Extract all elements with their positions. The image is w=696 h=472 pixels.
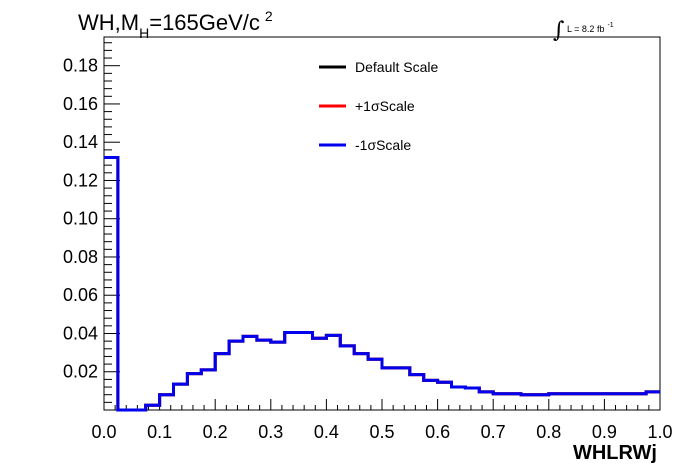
lumi-superscript: -1 [607,22,613,29]
x-tick-label: 1.0 [647,422,672,442]
legend-label-2: -1σScale [355,137,411,153]
series-layer [104,156,660,412]
x-tick-label: 0.3 [258,422,283,442]
legend: Default Scale +1σScale -1σScale [319,59,438,153]
y-tick-label: 0.12 [63,170,98,190]
series-line-2 [104,156,660,412]
y-tick-label: 0.18 [63,56,98,76]
title-prefix: WH,M [78,10,139,35]
chart-title: WH,MH=165GeV/c 2 [78,8,273,41]
y-tick-label: 0.08 [63,247,98,267]
y-tick-label: 0.02 [63,362,98,382]
x-tick-label: 0.5 [369,422,394,442]
title-suffix: =165GeV/c [149,10,260,35]
x-tick-label: 0.2 [203,422,228,442]
x-tick-label: 0.0 [91,422,116,442]
y-tick-label: 0.10 [63,209,98,229]
series-line-0 [104,156,660,412]
y-axis-tick-labels: 0.02 0.04 0.06 0.08 0.10 0.12 0.14 0.16 0.18 [63,56,98,382]
x-tick-label: 0.1 [147,422,172,442]
plot-frame [103,36,661,411]
x-tick-label: 0.7 [481,422,506,442]
x-axis-ticks [103,399,661,410]
lumi-label: L = 8.2 fb -1 [567,22,614,34]
lumi-integral-sign: ∫ [553,18,565,43]
x-tick-label: 0.6 [425,422,450,442]
title-superscript: 2 [265,8,273,24]
lumi-text: L = 8.2 fb [567,24,604,34]
x-axis-label: WHLRWj [573,442,657,464]
y-tick-label: 0.14 [63,132,98,152]
y-tick-label: 0.06 [63,285,98,305]
title-subscript: H [139,25,149,41]
series-line-1 [104,156,660,412]
x-tick-label: 0.4 [314,422,339,442]
x-tick-label: 0.9 [592,422,617,442]
x-tick-label: 0.8 [536,422,561,442]
legend-label-0: Default Scale [355,59,438,75]
legend-label-1: +1σScale [355,98,415,114]
x-axis-tick-labels: 0.0 0.1 0.2 0.3 0.4 0.5 0.6 0.7 0.8 0.9 1.0 [91,422,672,442]
y-tick-label: 0.04 [63,323,98,343]
y-tick-label: 0.16 [63,94,98,114]
